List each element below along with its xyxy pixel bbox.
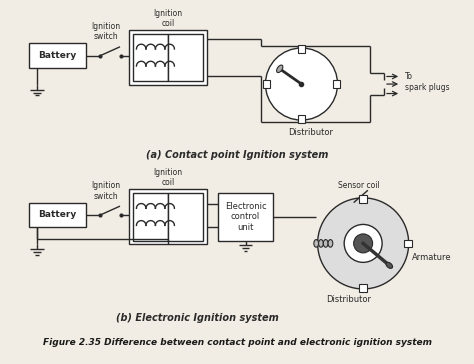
Text: Electronic
control
unit: Electronic control unit [225, 202, 266, 232]
Text: Distributor: Distributor [327, 294, 372, 304]
Bar [168, 193, 203, 241]
Text: To
spark plugs: To spark plugs [405, 72, 449, 92]
Bar [359, 195, 367, 203]
Bar [298, 45, 305, 53]
Ellipse shape [328, 240, 333, 247]
Text: Armature: Armature [411, 253, 451, 262]
Bar [404, 240, 411, 247]
Bar [29, 203, 86, 227]
Text: Battery: Battery [38, 210, 77, 219]
Bar [359, 284, 367, 292]
Bar [168, 34, 203, 81]
Bar [129, 30, 207, 85]
Bar [333, 80, 340, 88]
Ellipse shape [386, 262, 392, 268]
Bar [298, 115, 305, 123]
Text: Distributor: Distributor [289, 128, 334, 137]
Text: Ignition
switch: Ignition switch [91, 181, 121, 201]
Circle shape [344, 225, 382, 262]
Bar [133, 34, 168, 81]
Circle shape [318, 198, 409, 289]
Bar [133, 193, 168, 241]
Circle shape [354, 234, 373, 253]
Text: Figure 2.35 Difference between contact point and electronic ignition system: Figure 2.35 Difference between contact p… [43, 339, 431, 348]
Bar [129, 189, 207, 244]
Text: Sensor coil: Sensor coil [337, 181, 379, 190]
Text: Battery: Battery [38, 51, 77, 60]
Ellipse shape [323, 240, 328, 247]
Text: Ignition
coil: Ignition coil [153, 9, 182, 28]
Circle shape [265, 48, 337, 120]
Text: (a) Contact point Ignition system: (a) Contact point Ignition system [146, 150, 328, 161]
Bar [218, 193, 273, 241]
Ellipse shape [319, 240, 323, 247]
Text: Ignition
coil: Ignition coil [153, 168, 182, 187]
Ellipse shape [277, 65, 283, 72]
Text: (b) Electronic Ignition system: (b) Electronic Ignition system [116, 313, 279, 323]
Ellipse shape [314, 240, 319, 247]
Bar [263, 80, 270, 88]
Bar [29, 43, 86, 68]
Text: Ignition
switch: Ignition switch [91, 22, 121, 41]
